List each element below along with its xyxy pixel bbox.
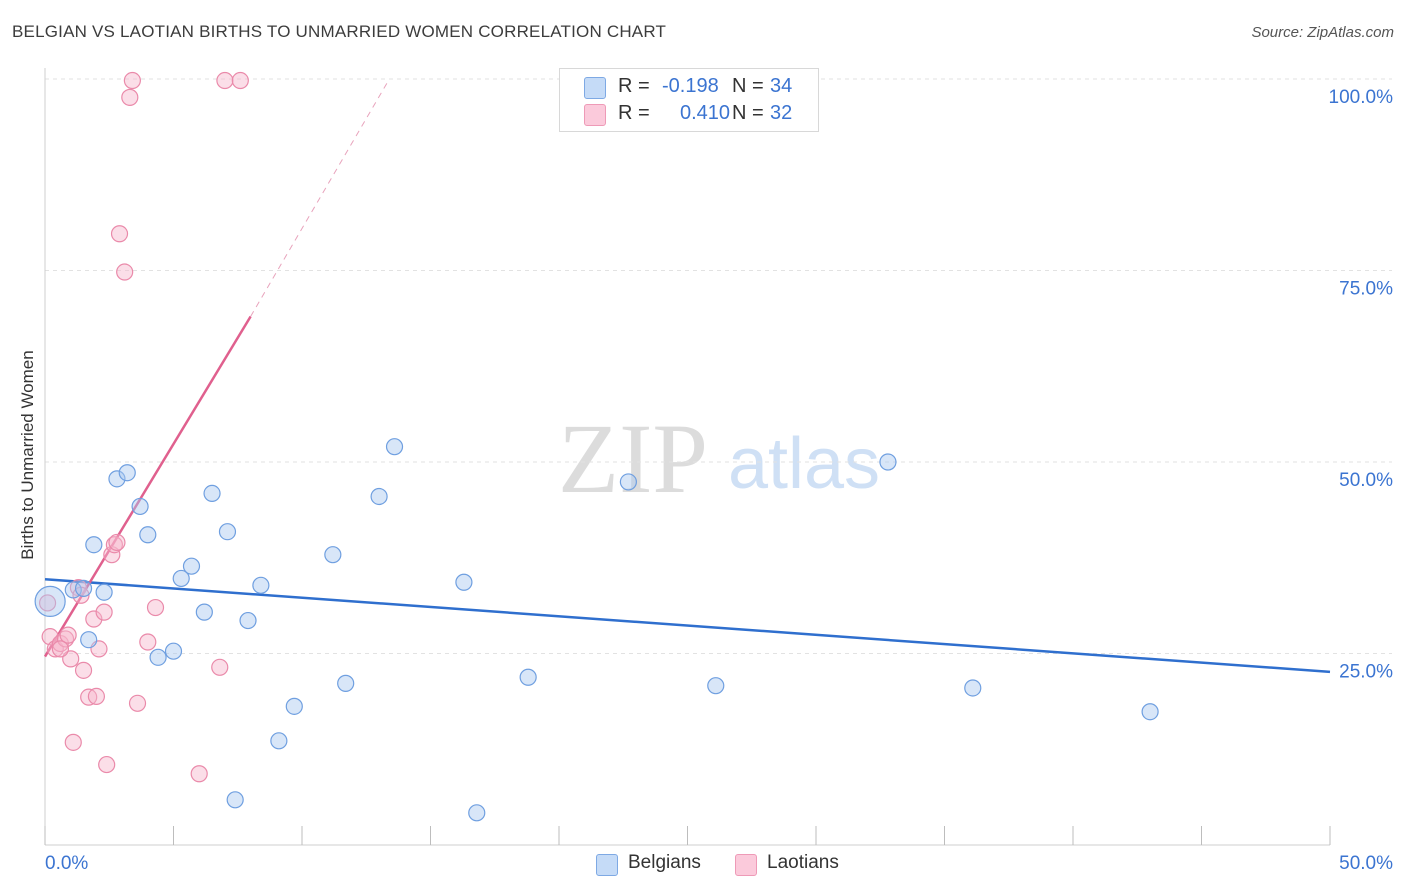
source-label: Source: ZipAtlas.com xyxy=(1251,24,1394,41)
belgians-swatch xyxy=(584,77,606,99)
laotians-trend-extension xyxy=(250,78,390,317)
laotians-point xyxy=(105,536,123,554)
laotians-point xyxy=(110,225,129,243)
laotians-point xyxy=(64,733,82,751)
laotians-legend-label: Laotians xyxy=(767,852,839,873)
laotians-swatch xyxy=(584,104,606,126)
belgians-legend-label: Belgians xyxy=(628,852,701,873)
laotians-legend-swatch xyxy=(735,854,757,876)
y-tick-label: 25.0% xyxy=(1339,662,1393,683)
belgians-point xyxy=(95,583,113,601)
belgians-point xyxy=(139,526,157,544)
laotians-point xyxy=(139,633,157,651)
belgians-point xyxy=(172,569,190,588)
belgians-point xyxy=(964,679,982,697)
r-label: R = xyxy=(618,102,650,124)
y-tick-label: 100.0% xyxy=(1329,87,1394,108)
belgians-point xyxy=(1141,703,1159,721)
laotians-point xyxy=(51,640,70,658)
x-tick-label: 50.0% xyxy=(1339,853,1393,874)
belgians-point xyxy=(195,603,213,621)
belgians-point xyxy=(118,464,136,482)
belgians-point xyxy=(468,804,486,822)
belgians-point xyxy=(85,536,103,554)
laotians-point xyxy=(108,533,126,552)
laotians-point xyxy=(116,263,134,281)
laotians-point xyxy=(121,88,139,106)
n-label: N = xyxy=(732,75,764,97)
laotians-point xyxy=(62,650,80,668)
laotians-trend-line xyxy=(43,315,252,658)
belgians-point xyxy=(707,677,725,695)
belgians-point xyxy=(619,473,637,491)
y-tick-label: 50.0% xyxy=(1339,470,1393,491)
belgians-point xyxy=(370,487,388,506)
belgians-legend-swatch xyxy=(596,854,618,876)
belgians-r-value: -0.198 xyxy=(662,75,719,97)
laotians-point xyxy=(59,626,77,644)
belgians-point xyxy=(108,470,126,488)
belgians-point xyxy=(252,576,270,594)
belgians-point xyxy=(218,523,237,541)
belgians-point xyxy=(270,732,288,750)
laotians-point xyxy=(211,658,229,676)
n-label: N = xyxy=(732,102,764,124)
laotians-point xyxy=(231,71,249,90)
x-tick-label: 0.0% xyxy=(45,853,88,874)
laotians-point xyxy=(85,610,103,628)
y-tick-label: 75.0% xyxy=(1339,279,1393,300)
correlation-legend: R = -0.198 N = 34 R = 0.410 N = 32 xyxy=(559,68,819,132)
belgians-point xyxy=(131,497,149,516)
laotians-n-value: 32 xyxy=(770,102,793,124)
laotians-r-value: 0.410 xyxy=(680,102,731,124)
laotians-point xyxy=(87,687,106,705)
belgians-n-value: 34 xyxy=(770,75,793,97)
laotians-point xyxy=(74,661,93,679)
chart-title: BELGIAN VS LAOTIAN BIRTHS TO UNMARRIED W… xyxy=(12,22,667,41)
belgians-point xyxy=(149,648,167,666)
belgians-point xyxy=(239,611,257,630)
belgians-trend-line xyxy=(44,577,1331,674)
laotians-point xyxy=(98,755,116,774)
laotians-point xyxy=(190,765,208,783)
belgians-point xyxy=(455,573,473,591)
belgians-point xyxy=(74,579,93,597)
laotians-point xyxy=(38,594,57,612)
belgians-point xyxy=(203,484,221,503)
laotians-point xyxy=(128,694,147,712)
belgians-point xyxy=(80,631,98,649)
laotians-point xyxy=(123,71,141,90)
belgians-point xyxy=(182,557,201,575)
belgians-point xyxy=(337,674,355,692)
belgians-point xyxy=(164,642,183,660)
laotians-point xyxy=(216,71,234,90)
belgians-point xyxy=(34,585,66,618)
belgians-point xyxy=(879,453,897,471)
belgians-point xyxy=(324,546,342,564)
belgians-point xyxy=(385,438,404,456)
belgians-point xyxy=(226,791,244,809)
laotians-point xyxy=(95,603,113,621)
watermark-zip: ZIP xyxy=(558,403,708,514)
watermark-atlas: atlas xyxy=(728,424,880,504)
r-label: R = xyxy=(618,75,650,97)
belgians-point xyxy=(285,697,303,715)
belgians-point xyxy=(519,668,537,686)
laotians-point xyxy=(146,598,165,617)
